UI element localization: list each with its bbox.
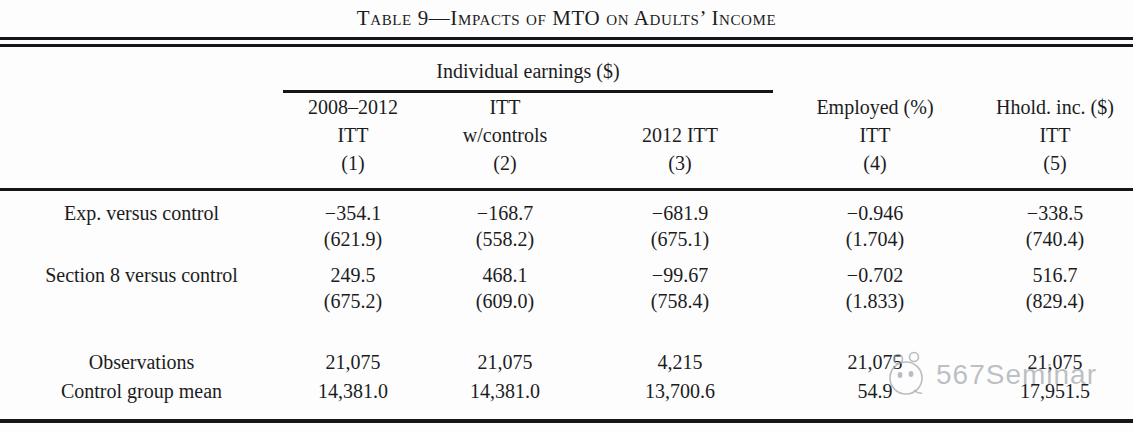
cell-standard-error: (758.4): [587, 287, 773, 315]
cell-value: 21,075: [283, 348, 423, 377]
column-group-cell: Individual earnings ($): [283, 47, 773, 93]
table-row-se: (675.2) (609.0) (758.4) (1.833) (829.4): [0, 287, 1133, 315]
cell-estimate: −99.67: [587, 253, 773, 287]
cell-standard-error: (1.704): [773, 225, 977, 253]
cell-estimate: 249.5: [283, 253, 423, 287]
col-header: ITT: [977, 121, 1133, 149]
col-header: ITT: [423, 93, 587, 121]
cell-value: 21,075: [773, 348, 977, 377]
cell-standard-error: (675.2): [283, 287, 423, 315]
cell-value: 54.9: [773, 377, 977, 406]
empty-cell: [0, 93, 283, 121]
row-label: Exp. versus control: [0, 190, 283, 226]
cell-standard-error: (675.1): [587, 225, 773, 253]
table-title: Table 9—Impacts of MTO on Adults’ Income: [0, 0, 1133, 32]
bottom-rule: [0, 419, 1133, 423]
col-header: w/controls: [423, 121, 587, 149]
cell-estimate: 468.1: [423, 253, 587, 287]
table-row-estimate: Section 8 versus control 249.5 468.1 −99…: [0, 253, 1133, 287]
cell-estimate: −0.702: [773, 253, 977, 287]
empty-cell: [0, 47, 283, 93]
col-header: Employed (%): [773, 93, 977, 121]
cell-value: 14,381.0: [283, 377, 423, 406]
col-number: (1): [283, 149, 423, 190]
col-header: [587, 93, 773, 121]
col-number: (3): [587, 149, 773, 190]
cell-standard-error: (829.4): [977, 287, 1133, 315]
spacer-row: [0, 315, 1133, 348]
results-table: Individual earnings ($) 2008–2012 ITT Em…: [0, 47, 1133, 406]
cell-estimate: −338.5: [977, 190, 1133, 226]
cell-estimate: −168.7: [423, 190, 587, 226]
cell-standard-error: (621.9): [283, 225, 423, 253]
cell-standard-error: (1.833): [773, 287, 977, 315]
row-label: Observations: [0, 348, 283, 377]
table-row-estimate: Exp. versus control −354.1 −168.7 −681.9…: [0, 190, 1133, 226]
cell-value: 4,215: [587, 348, 773, 377]
header-row-2: ITT w/controls 2012 ITT ITT ITT: [0, 121, 1133, 149]
col-header: ITT: [283, 121, 423, 149]
column-group-underline: Individual earnings ($): [283, 60, 773, 93]
empty-cell: [0, 315, 1133, 348]
paper-table-figure: Table 9—Impacts of MTO on Adults’ Income…: [0, 0, 1133, 433]
col-header: 2012 ITT: [587, 121, 773, 149]
cell-estimate: −0.946: [773, 190, 977, 226]
empty-cell: [0, 287, 283, 315]
column-group-row: Individual earnings ($): [0, 47, 1133, 93]
cell-value: 21,075: [423, 348, 587, 377]
cell-standard-error: (740.4): [977, 225, 1133, 253]
col-header: Hhold. inc. ($): [977, 93, 1133, 121]
cell-value: 17,951.5: [977, 377, 1133, 406]
empty-cell: [0, 121, 283, 149]
cell-estimate: 516.7: [977, 253, 1133, 287]
empty-cell: [977, 47, 1133, 93]
row-label: Section 8 versus control: [0, 253, 283, 287]
col-number: (4): [773, 149, 977, 190]
col-number: (5): [977, 149, 1133, 190]
empty-cell: [0, 225, 283, 253]
table-row-observations: Observations 21,075 21,075 4,215 21,075 …: [0, 348, 1133, 377]
cell-value: 13,700.6: [587, 377, 773, 406]
top-double-rule: [0, 37, 1133, 47]
cell-value: 21,075: [977, 348, 1133, 377]
row-label: Control group mean: [0, 377, 283, 406]
empty-cell: [773, 47, 977, 93]
table-row-se: (621.9) (558.2) (675.1) (1.704) (740.4): [0, 225, 1133, 253]
cell-estimate: −354.1: [283, 190, 423, 226]
cell-standard-error: (609.0): [423, 287, 587, 315]
cell-standard-error: (558.2): [423, 225, 587, 253]
col-header: 2008–2012: [283, 93, 423, 121]
table-row-control-mean: Control group mean 14,381.0 14,381.0 13,…: [0, 377, 1133, 406]
column-group-header: Individual earnings ($): [436, 60, 619, 82]
header-row-1: 2008–2012 ITT Employed (%) Hhold. inc. (…: [0, 93, 1133, 121]
col-number: (2): [423, 149, 587, 190]
col-header: ITT: [773, 121, 977, 149]
cell-value: 14,381.0: [423, 377, 587, 406]
empty-cell: [0, 149, 283, 190]
header-row-3: (1) (2) (3) (4) (5): [0, 149, 1133, 190]
cell-estimate: −681.9: [587, 190, 773, 226]
